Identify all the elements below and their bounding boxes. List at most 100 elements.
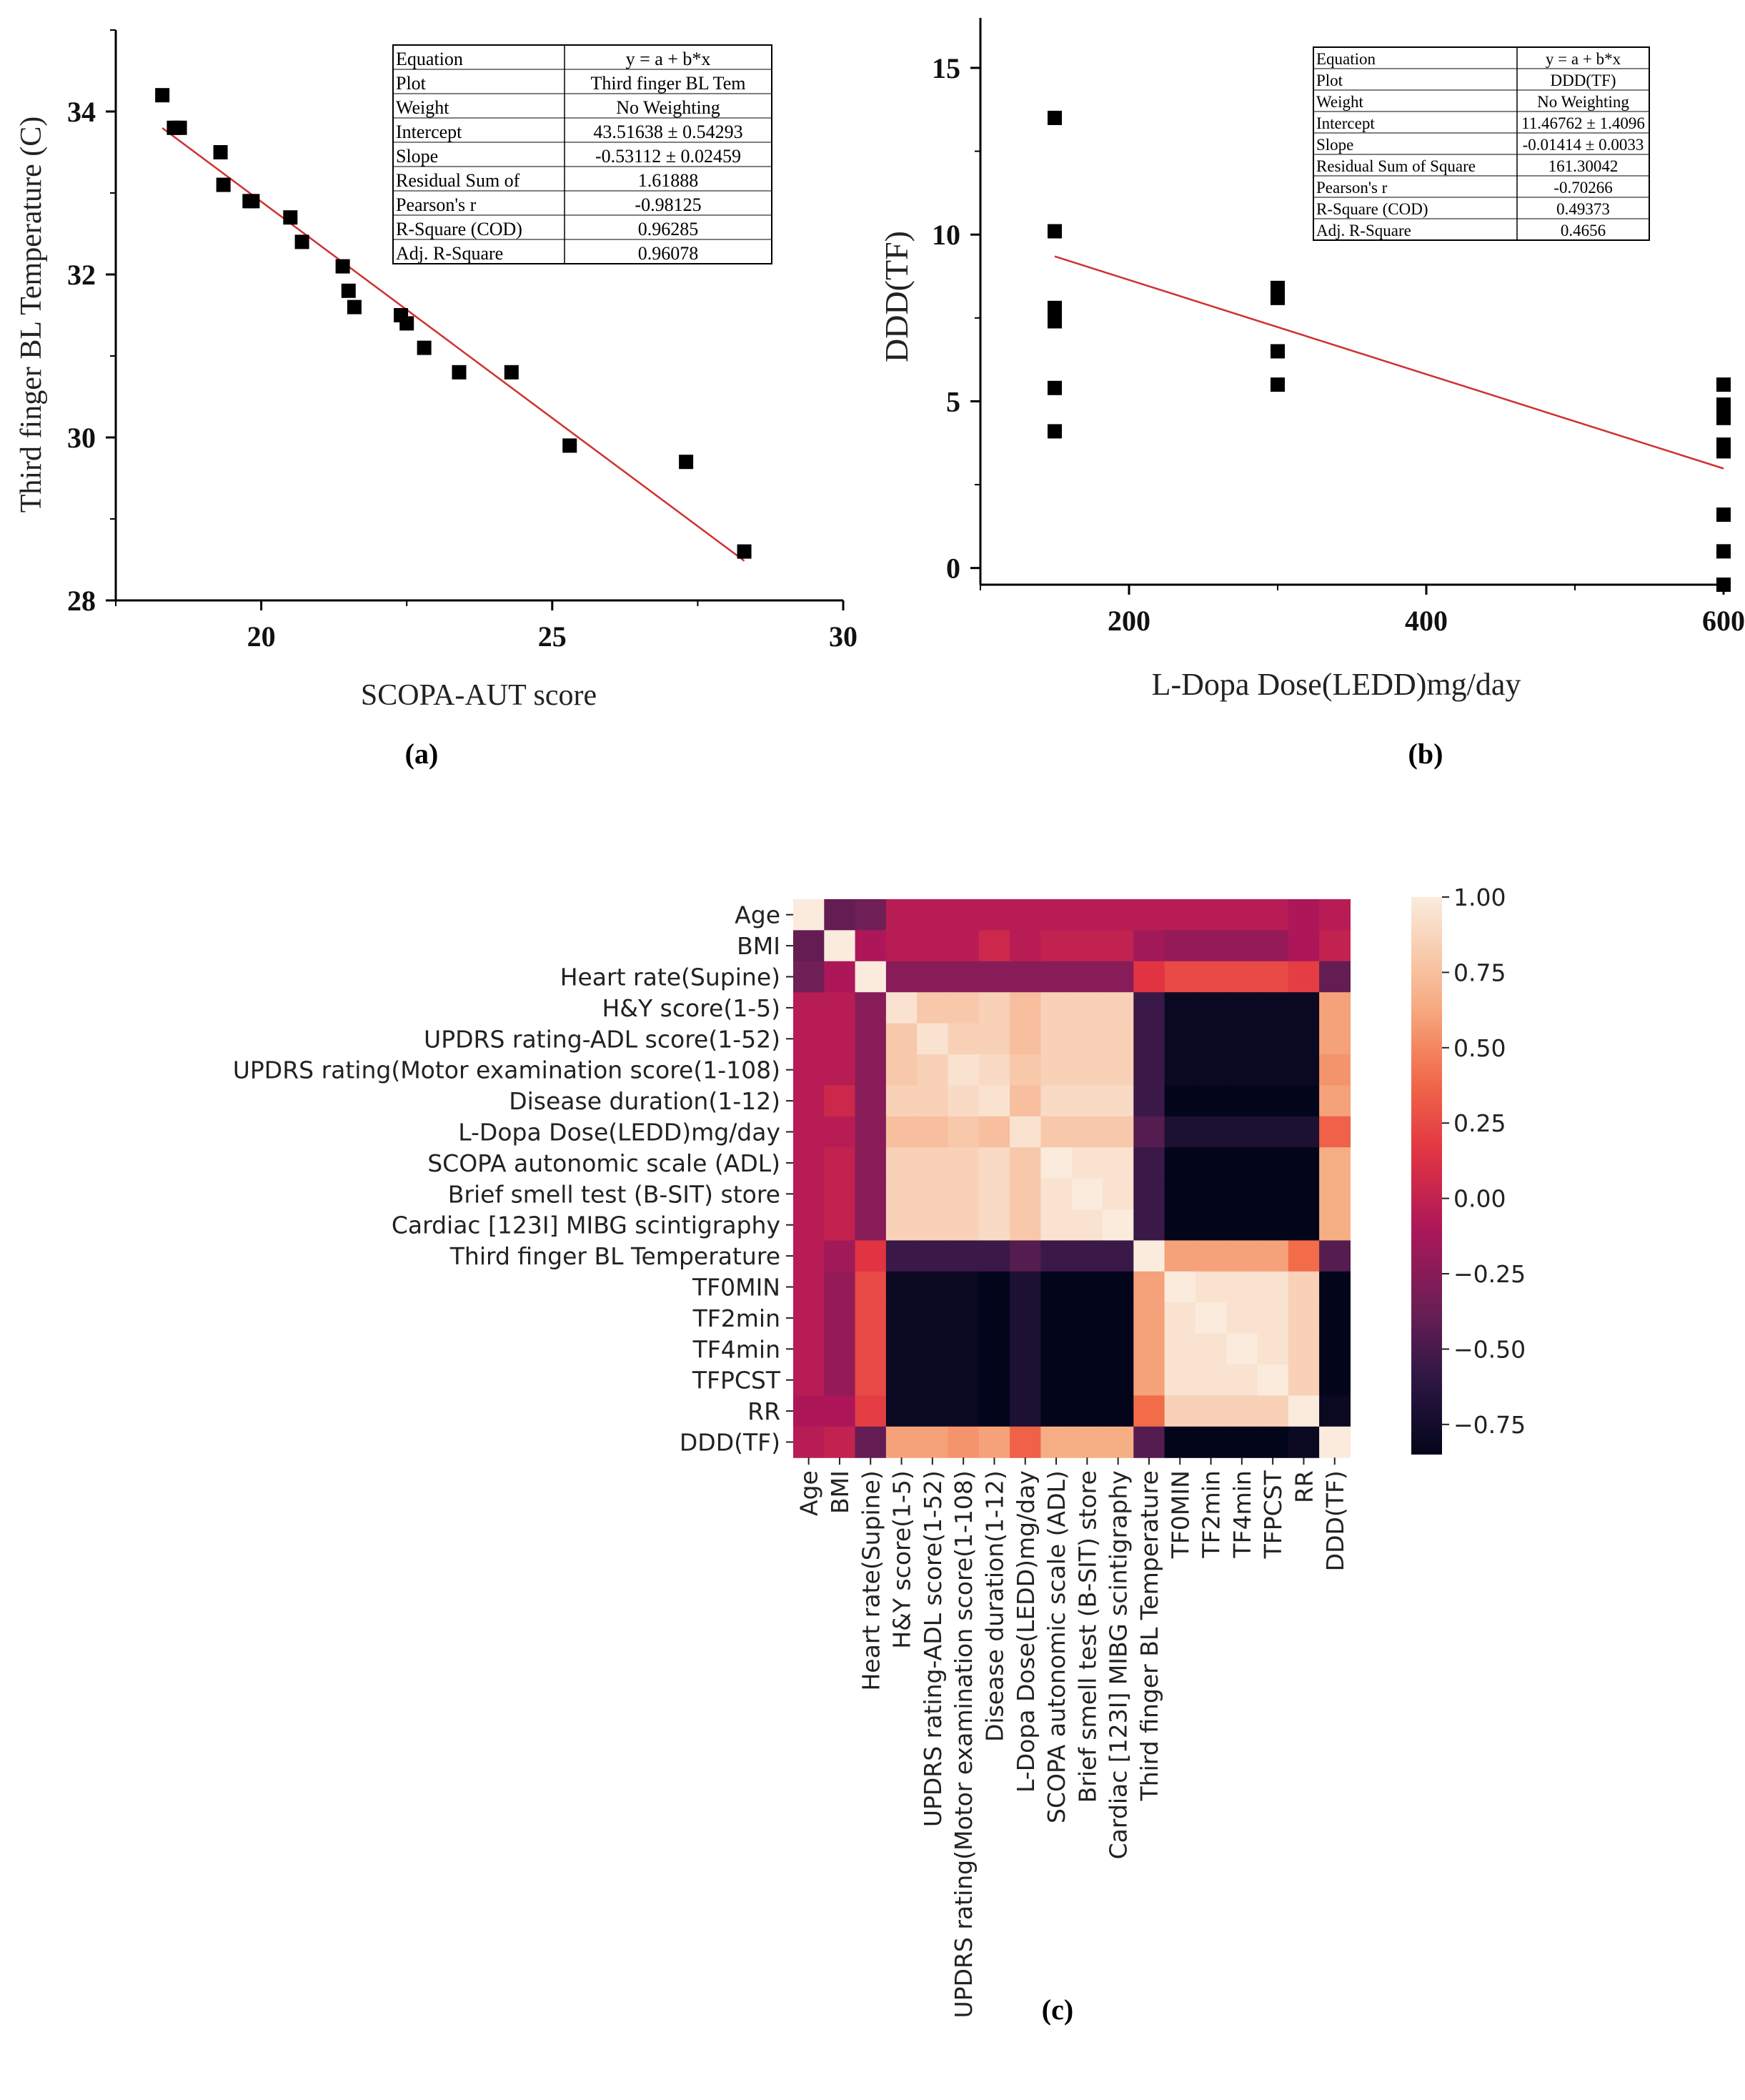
column-label: DDD(TF): [1321, 1470, 1349, 1571]
column-label: BMI: [826, 1470, 854, 1514]
heatmap-cell: [1010, 1302, 1041, 1334]
heatmap-cell: [1164, 1054, 1196, 1086]
heatmap-cell: [1319, 1364, 1351, 1396]
heatmap-cell: [917, 1333, 949, 1365]
heatmap-cell: [824, 961, 856, 993]
panel-a-label: (a): [405, 738, 439, 770]
heatmap-cell: [1040, 1054, 1073, 1086]
heatmap-cell: [793, 1240, 825, 1272]
stats-table-key: R-Square (COD): [1316, 200, 1428, 218]
heatmap-cell: [917, 1240, 949, 1272]
heatmap-cell: [824, 1085, 856, 1117]
heatmap-cell: [1040, 1302, 1073, 1334]
heatmap-cell: [824, 1271, 856, 1303]
stats-table-frame: [392, 44, 772, 264]
stats-table-key: Adj. R-Square: [396, 243, 503, 264]
heatmap-cell: [1195, 1364, 1227, 1396]
heatmap-cell: [917, 992, 949, 1024]
heatmap-cell: [978, 1395, 1010, 1427]
row-label: DDD(TF): [680, 1429, 780, 1457]
heatmap-cell: [1288, 961, 1320, 993]
heatmap-cell: [1195, 1054, 1227, 1086]
heatmap-cell: [793, 1333, 825, 1365]
heatmap-cell: [1195, 930, 1227, 962]
heatmap-cell: [1288, 1178, 1320, 1210]
heatmap-cell: [917, 1085, 949, 1117]
column-label: Disease duration(1-12): [980, 1470, 1008, 1742]
heatmap-cell: [1040, 1240, 1073, 1272]
row-label: TFPCST: [692, 1367, 781, 1395]
heatmap-cell: [948, 1085, 980, 1117]
stats-table-key: Equation: [396, 49, 463, 69]
column-label: SCOPA autonomic scale (ADL): [1043, 1470, 1070, 1823]
y-tick-label: 10: [932, 219, 960, 251]
colorbar-tick-label: 0.75: [1453, 959, 1506, 986]
heatmap-cell: [1071, 961, 1103, 993]
colorbar-tick-label: −0.50: [1453, 1335, 1526, 1363]
heatmap-cell: [885, 899, 918, 931]
heatmap-cell: [1319, 1116, 1351, 1148]
panel-b-y-label: DDD(TF): [878, 231, 915, 362]
heatmap-cell: [885, 1271, 918, 1303]
heatmap-cell: [1288, 1302, 1320, 1334]
stats-table-value: No Weighting: [616, 97, 720, 118]
heatmap-cell: [978, 992, 1010, 1024]
heatmap-cell: [1103, 1178, 1134, 1210]
heatmap-cell: [1040, 899, 1073, 931]
stats-table-value: 43.51638 ± 0.54293: [593, 122, 742, 142]
row-label: Age: [735, 901, 780, 929]
panel-b-fit-line: [1054, 255, 1724, 470]
stats-table-key: Residual Sum of Square: [1316, 157, 1476, 175]
heatmap-cell: [1010, 1333, 1041, 1365]
stats-table-value: -0.98125: [635, 194, 701, 215]
heatmap-cell: [855, 1395, 887, 1427]
x-tick-label: 25: [538, 620, 567, 653]
stats-table-value: y = a + b*x: [1546, 50, 1621, 68]
data-point: [245, 194, 260, 209]
heatmap-cell: [793, 1147, 825, 1179]
heatmap-cell: [917, 1178, 949, 1210]
data-point: [1048, 424, 1062, 439]
heatmap-cell: [1257, 899, 1289, 931]
heatmap-cell: [1010, 1054, 1041, 1086]
heatmap-cell: [1195, 1333, 1227, 1365]
stats-table-value: y = a + b*x: [626, 49, 711, 69]
heatmap-cell: [948, 1333, 980, 1365]
heatmap-cell: [1195, 1271, 1227, 1303]
heatmap-cell: [824, 992, 856, 1024]
heatmap-cell: [824, 1023, 856, 1055]
heatmap-cell: [1040, 1426, 1073, 1458]
heatmap-cell: [855, 1426, 887, 1458]
data-point: [216, 177, 231, 192]
heatmap-cell: [978, 1271, 1010, 1303]
heatmap-cell: [1010, 961, 1041, 993]
heatmap-cell: [1226, 1178, 1258, 1210]
stats-table-frame: [1313, 46, 1650, 241]
panel-a: 20 25 30 28 30 32 34 Equation y = a + b*x Plot Th…: [15, 29, 857, 770]
stats-table-value: 0.96285: [638, 219, 699, 239]
panel-c-colorbar-ticks: 1.00 0.75 0.50 0.25 0.00 −0.25 −0.50 −0.75: [1442, 883, 1526, 1439]
data-point: [1716, 544, 1731, 559]
x-tick-label: 600: [1702, 605, 1745, 637]
data-point: [1048, 314, 1062, 329]
heatmap-cell: [1133, 1085, 1165, 1117]
column-label: TF2min: [1198, 1470, 1226, 1558]
heatmap-cell: [1133, 1054, 1165, 1086]
heatmap-cell: [1195, 1085, 1227, 1117]
heatmap-cell: [948, 1116, 980, 1148]
data-point: [1271, 290, 1285, 305]
heatmap-cell: [855, 1240, 887, 1272]
heatmap-cell: [1195, 1302, 1227, 1334]
heatmap-cell: [978, 1085, 1010, 1117]
heatmap-cell: [1103, 1085, 1134, 1117]
stats-table-key: R-Square (COD): [396, 219, 522, 239]
heatmap-cell: [1164, 1302, 1196, 1334]
data-point: [679, 455, 694, 470]
heatmap-cell: [1103, 1395, 1134, 1427]
panel-b-stats-table: Equation y = a + b*x Plot DDD(TF) Weight No W…: [1313, 46, 1650, 241]
data-point: [294, 234, 309, 249]
heatmap-cell: [855, 1116, 887, 1148]
data-point: [399, 316, 414, 331]
heatmap-cell: [1133, 1240, 1165, 1272]
heatmap-cell: [1133, 1209, 1165, 1241]
